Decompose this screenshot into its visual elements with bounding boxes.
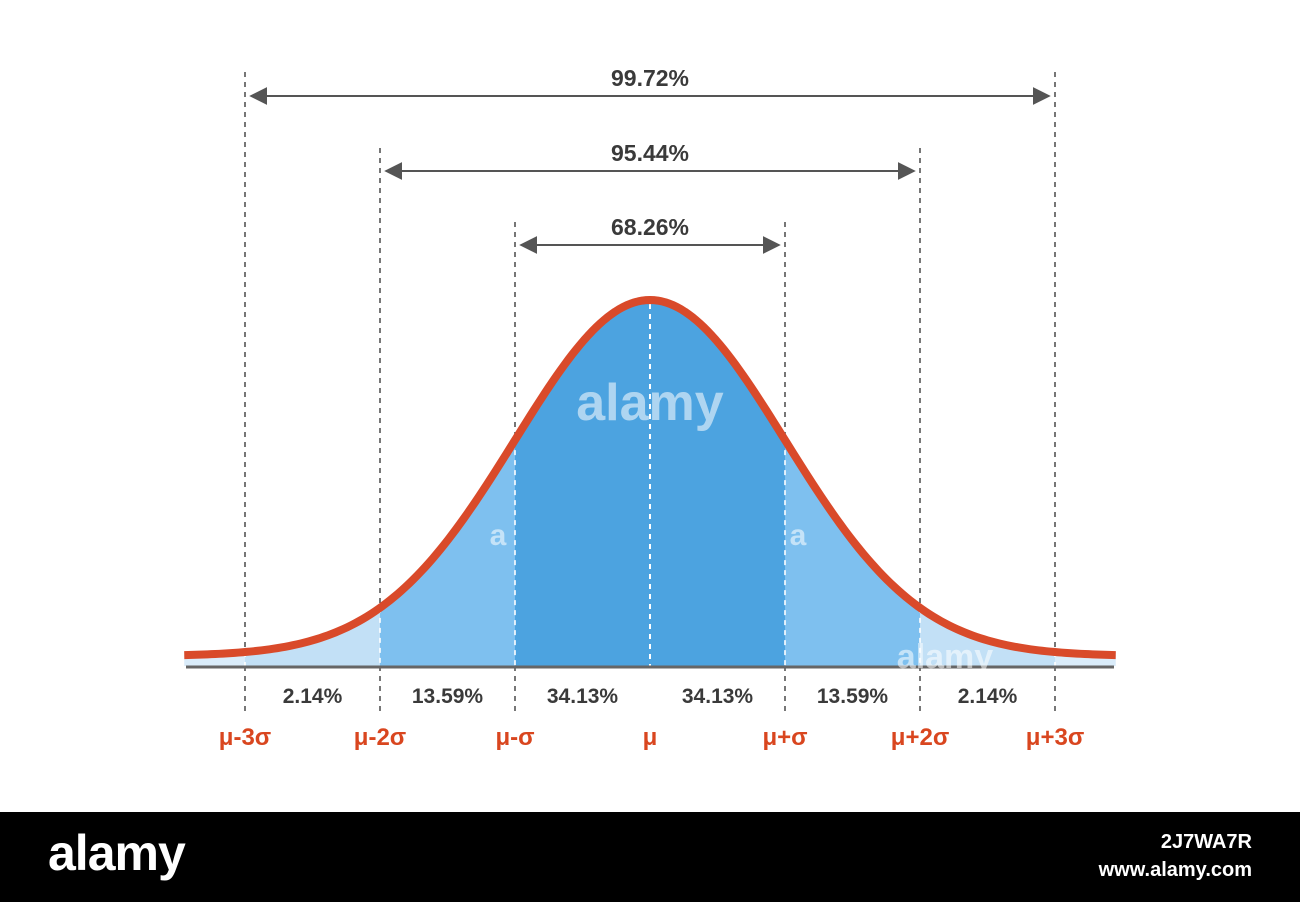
area-segment-3 <box>650 300 785 666</box>
segment-label-3: 34.13% <box>682 685 754 708</box>
normal-distribution-chart: alamy a a alamy 68.26% 95.44% 99.72% 2.14%… <box>184 65 1116 751</box>
tick-label-4: μ+σ <box>762 724 807 751</box>
watermark-right-fragment: a <box>790 519 807 552</box>
distribution-curve <box>184 296 1116 660</box>
watermark-layer: alamy a a alamy <box>490 374 994 676</box>
footer-image-id: 2J7WA7R <box>1160 831 1252 853</box>
curve-layer <box>184 296 1116 660</box>
footer-bar: alamy 2J7WA7R www.alamy.com <box>0 812 1300 902</box>
footer-brand-logo: alamy <box>48 825 186 881</box>
tick-label-5: μ+2σ <box>891 724 949 751</box>
footer-reference: 2J7WA7R www.alamy.com <box>1099 828 1252 884</box>
range-label-1: 95.44% <box>611 140 689 166</box>
range-label-0: 68.26% <box>611 214 689 240</box>
segment-label-4: 13.59% <box>817 685 889 708</box>
footer-url: www.alamy.com <box>1098 859 1252 881</box>
tick-label-1: μ-2σ <box>354 724 406 751</box>
tick-label-2: μ-σ <box>495 724 534 751</box>
tick-label-0: μ-3σ <box>219 724 271 751</box>
guide-lines-layer <box>244 72 1056 712</box>
range-label-2: 99.72% <box>611 65 689 91</box>
tick-label-6: μ+3σ <box>1026 724 1084 751</box>
area-segment-2 <box>515 300 650 666</box>
normal-distribution-figure: alamy a a alamy 68.26% 95.44% 99.72% 2.14%… <box>184 65 1116 751</box>
range-arrows-layer: 68.26% 95.44% 99.72% <box>249 65 1051 254</box>
labels-layer: 2.14% 13.59% 34.13% 34.13% 13.59% 2.14% μ-3σ μ-… <box>219 685 1084 751</box>
watermark-bottom-right: alamy <box>897 638 993 676</box>
watermark-left-fragment: a <box>490 519 507 552</box>
segment-label-0: 2.14% <box>283 685 343 708</box>
segment-label-5: 2.14% <box>958 685 1018 708</box>
watermark-center: alamy <box>576 374 724 432</box>
tick-label-3: μ <box>643 724 658 751</box>
segment-label-2: 34.13% <box>547 685 619 708</box>
segment-label-1: 13.59% <box>412 685 484 708</box>
